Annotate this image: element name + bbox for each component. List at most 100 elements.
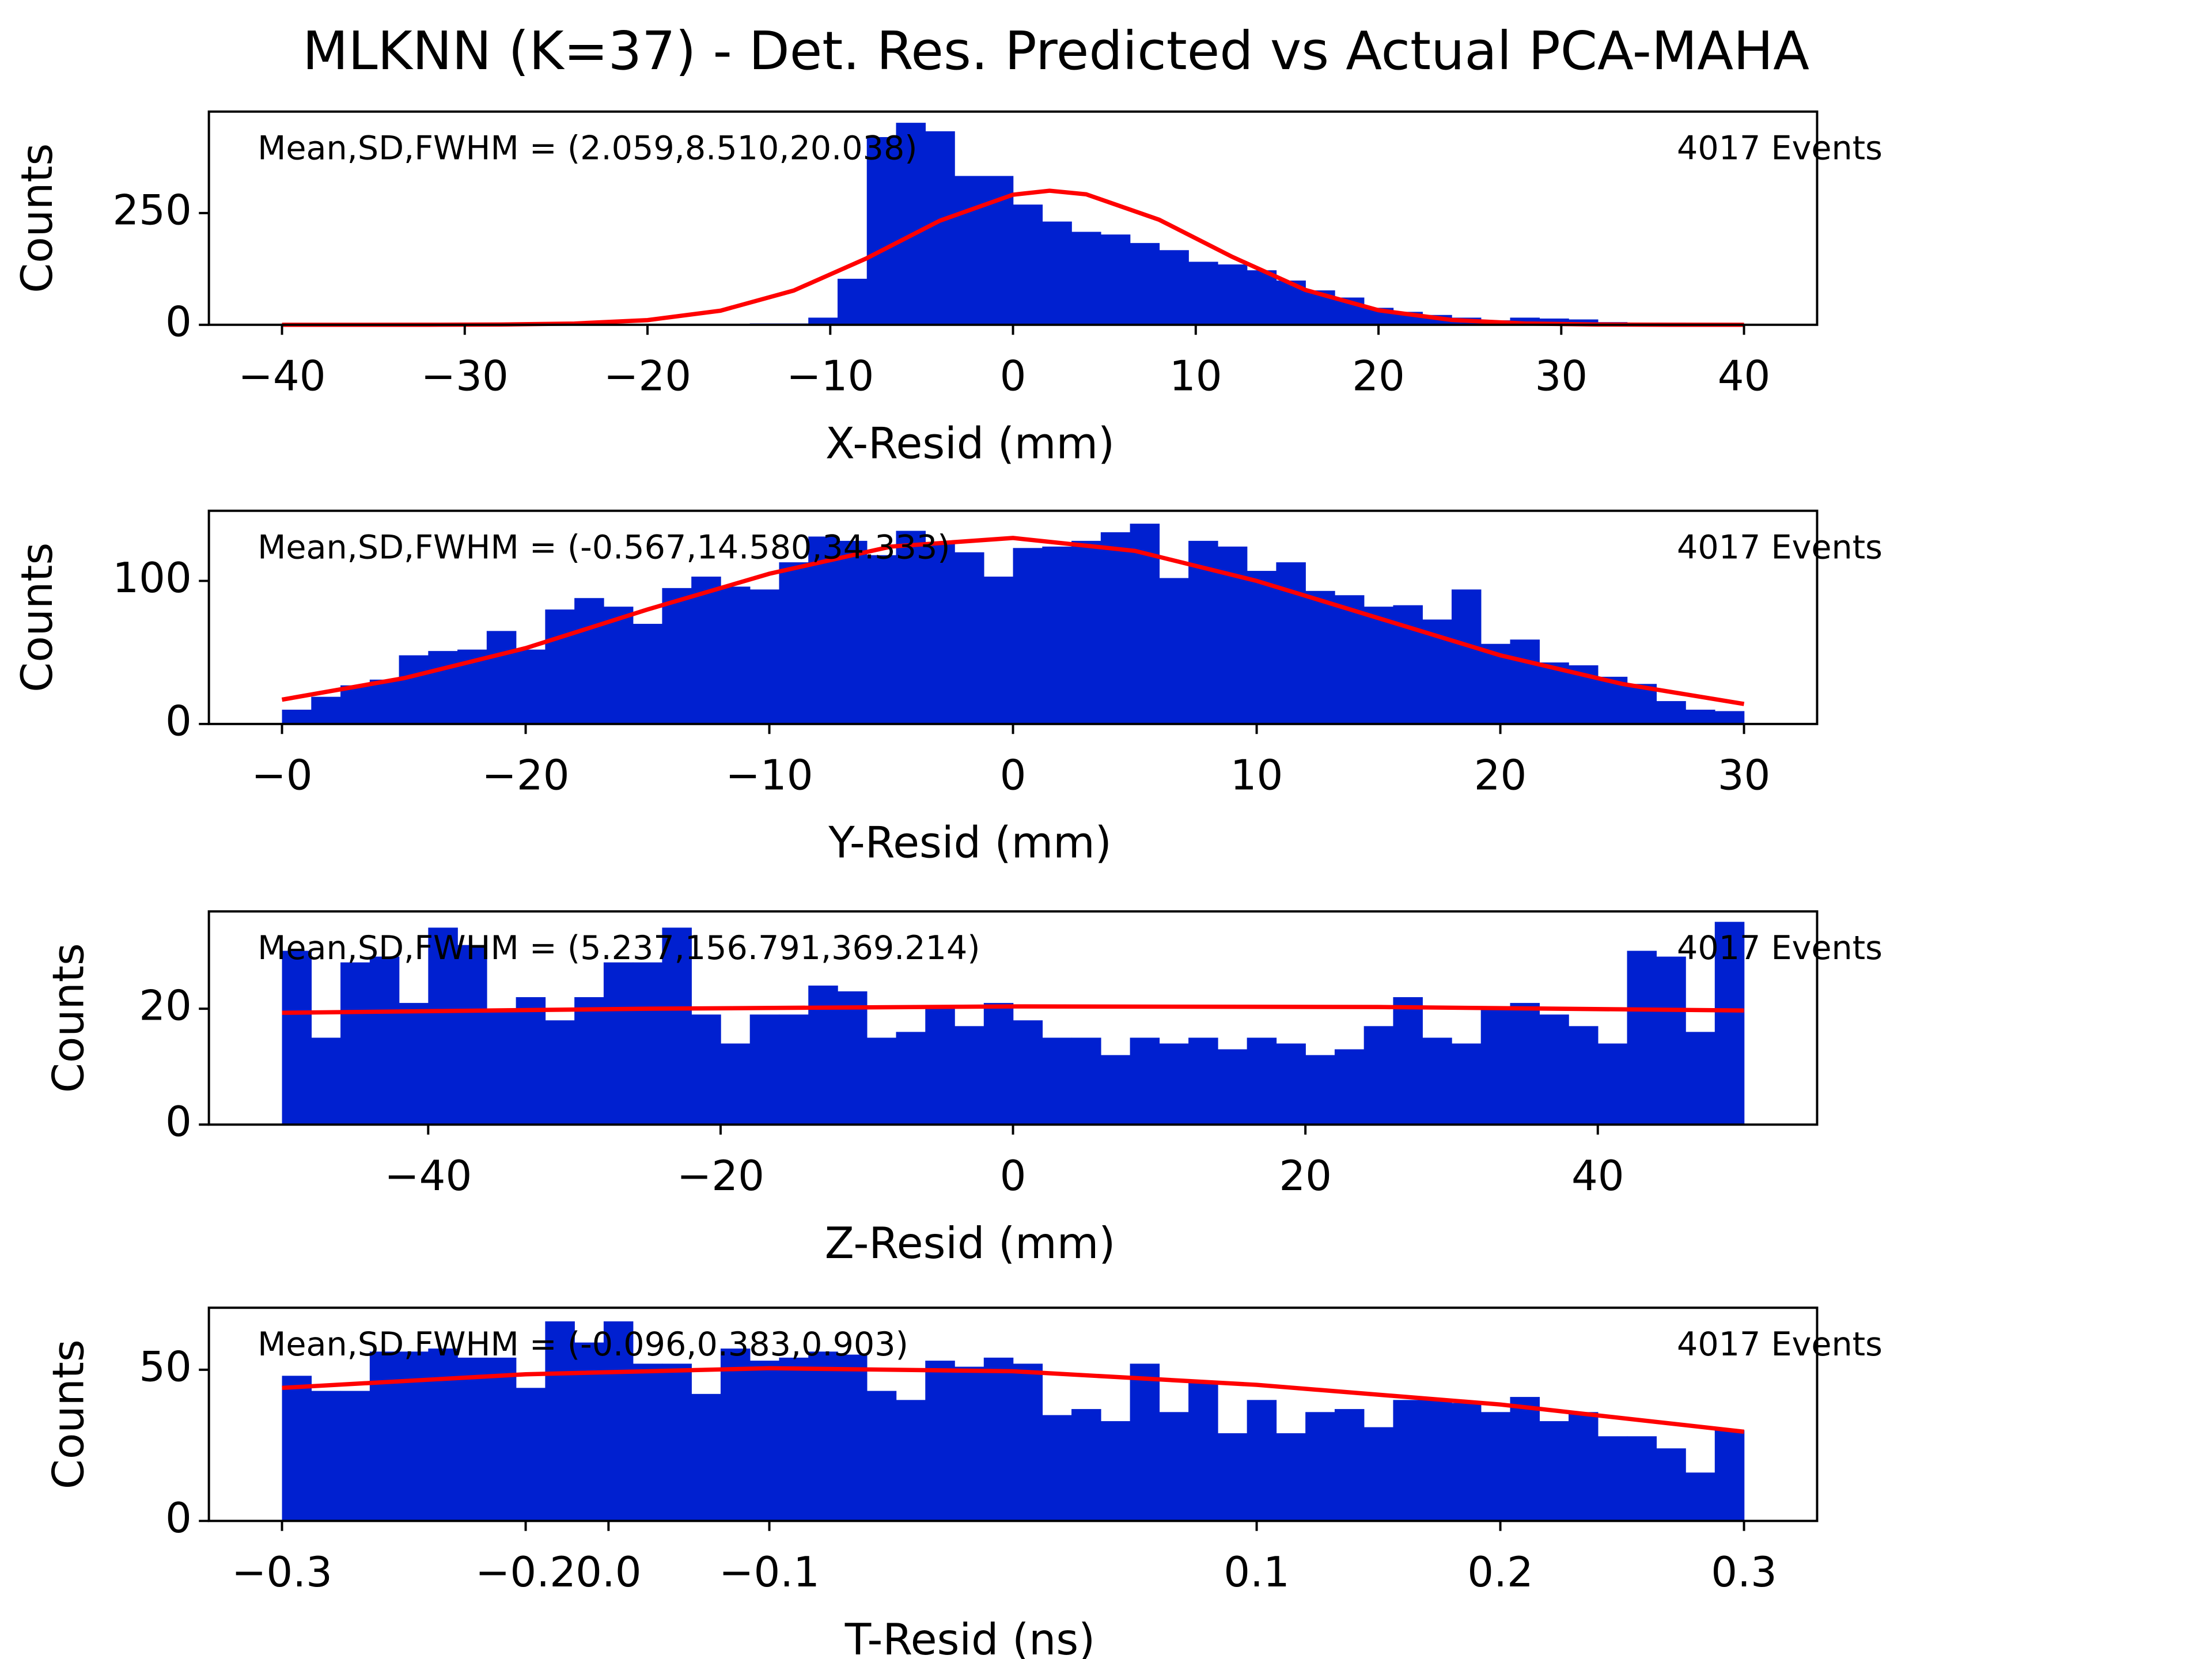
hist-bar [1042, 1037, 1072, 1125]
hist-bar [369, 956, 400, 1125]
hist-bar [1305, 1055, 1335, 1125]
hist-bar [837, 540, 868, 724]
hist-bar [486, 631, 517, 724]
hist-bar [1568, 1026, 1599, 1125]
hist-bar [720, 586, 751, 724]
hist-bar [1685, 709, 1715, 724]
subplot: −0.3 −0.2 0.0 −0.1 0.1 0.2 0.3 0 50 T-Resid (ns) C… [44, 1306, 1883, 1659]
x-tick-label: 0 [1000, 751, 1027, 800]
hist-bar [896, 531, 926, 724]
hist-bar [516, 1388, 546, 1521]
hist-bar [955, 1366, 984, 1521]
hist-bar [1247, 270, 1277, 325]
hist-bar [1510, 639, 1540, 724]
hist-bar [720, 1349, 751, 1521]
hist-bar [1100, 234, 1131, 325]
hist-bar [749, 1014, 780, 1125]
hist-bar [779, 562, 809, 724]
hist-bar [1393, 997, 1423, 1125]
hist-bar [983, 1003, 1014, 1125]
y-axis-label: Counts [44, 943, 94, 1093]
hist-bar [1656, 1448, 1686, 1521]
hist-bar [1188, 1381, 1218, 1521]
hist-bar [808, 536, 838, 724]
hist-bar [428, 927, 458, 1125]
hist-bar [1714, 711, 1745, 724]
y-tick-label: 0 [165, 1097, 192, 1146]
hist-bar [1188, 1037, 1218, 1125]
hist-bar [1100, 1055, 1131, 1125]
hist-bar [1130, 243, 1160, 325]
x-tick-label: −20 [604, 352, 691, 400]
hist-bar [866, 555, 897, 724]
hist-bar [983, 1357, 1014, 1521]
hist-bar [1451, 589, 1482, 724]
hist-bar [779, 1357, 809, 1521]
hist-bar [545, 609, 575, 724]
hist-bar [1013, 1020, 1043, 1125]
hist-bar [749, 589, 780, 724]
events-annotation: 4017 Events [1677, 929, 1883, 967]
hist-bar [516, 649, 546, 724]
hist-bar [1071, 1037, 1101, 1125]
x-tick-label: 40 [1571, 1152, 1624, 1200]
subplot: −0 −20 −10 0 10 20 30 0 100 Y-Resid (mm) Counts Mea… [12, 509, 1883, 868]
hist-bar [808, 1351, 838, 1521]
y-tick-label: 0 [165, 297, 192, 346]
hist-bar [1656, 701, 1686, 724]
hist-bar [545, 1020, 575, 1125]
x-tick-label: 10 [1230, 751, 1283, 800]
hist-bar [691, 576, 721, 724]
hist-bar [1334, 1409, 1365, 1521]
hist-bar [837, 1354, 868, 1521]
hist-bar [925, 542, 955, 724]
hist-bar [1276, 1043, 1306, 1125]
x-tick-label: −0 [251, 751, 312, 800]
x-axis-label: X-Resid (mm) [825, 418, 1115, 468]
hist-bar [955, 176, 984, 325]
hist-bar [1071, 540, 1101, 724]
hist-bar [1305, 1412, 1335, 1521]
hist-bar [925, 1009, 955, 1125]
x-tick-label: 0.0 [575, 1548, 642, 1596]
hist-bar [632, 1363, 663, 1521]
hist-bar [749, 1361, 780, 1521]
hist-bar [691, 1393, 721, 1521]
x-axis-label: Z-Resid (mm) [825, 1218, 1116, 1268]
hist-bar [1656, 956, 1686, 1125]
hist-bar [1539, 662, 1569, 724]
hist-bar [399, 1003, 429, 1125]
hist-bar [1334, 1049, 1365, 1125]
hist-bar [1013, 548, 1043, 724]
hist-bar [340, 962, 370, 1125]
hist-bar [1042, 221, 1072, 325]
x-tick-label: 30 [1535, 352, 1588, 400]
hist-bar [779, 1014, 809, 1125]
x-tick-label: −20 [677, 1152, 764, 1200]
hist-bar [632, 623, 663, 724]
hist-bar [1714, 1430, 1745, 1521]
stats-annotation: Mean,SD,FWHM = (5.237,156.791,369.214) [257, 929, 980, 967]
figure-title: MLKNN (K=37) - Det. Res. Predicted vs Ac… [302, 20, 1809, 82]
hist-bar [1451, 1043, 1482, 1125]
hist-bar [1217, 1433, 1248, 1521]
hist-bar [1480, 1009, 1511, 1125]
hist-bar [983, 576, 1014, 724]
hist-bar [1627, 1436, 1657, 1521]
axes-frame [207, 1306, 1819, 1522]
hist-bar [1510, 1397, 1540, 1521]
hist-bar [399, 655, 429, 724]
y-axis-label: Counts [44, 1339, 94, 1489]
x-tick-label: −30 [421, 352, 509, 400]
hist-bar [1247, 571, 1277, 724]
x-tick-label: −40 [384, 1152, 472, 1200]
y-tick-label: 50 [139, 1342, 192, 1391]
hist-bar [632, 962, 663, 1125]
y-axis-label: Counts [12, 143, 62, 293]
hist-bar [282, 950, 312, 1125]
hist-bar [662, 588, 692, 724]
hist-bar [1685, 1472, 1715, 1521]
x-tick-label: 20 [1279, 1152, 1332, 1200]
hist-bar [1188, 262, 1218, 325]
